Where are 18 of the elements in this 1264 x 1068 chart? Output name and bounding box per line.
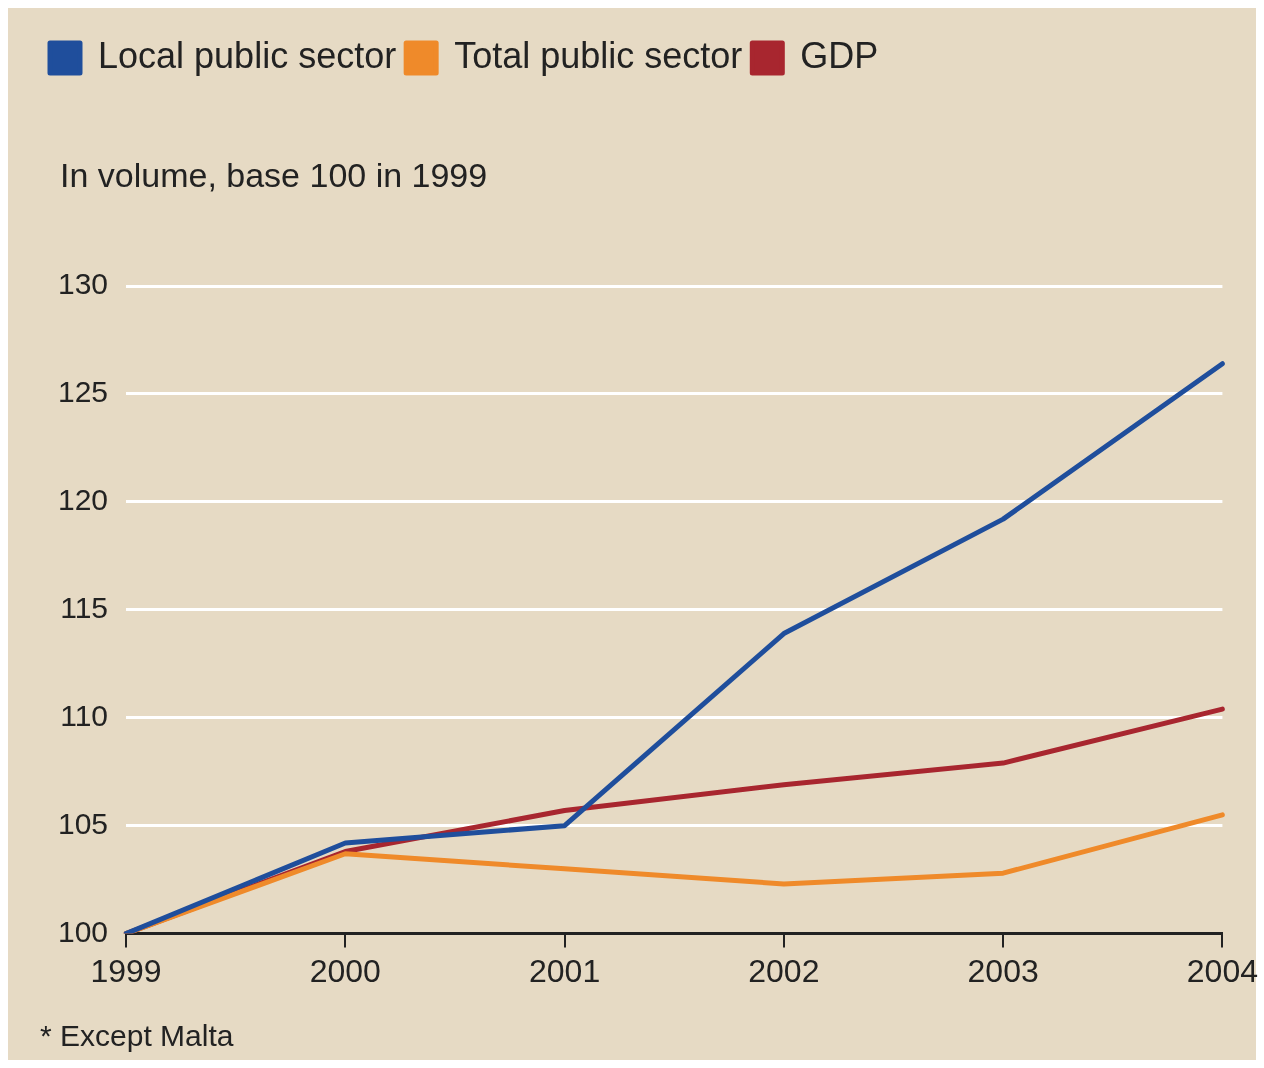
x-tick-label: 2003 [967,952,1039,989]
y-tick-label: 125 [57,375,109,409]
y-axis-title: In volume, base 100 in 1999 [60,156,488,195]
y-tick-label: 105 [57,806,109,840]
y-tick-label: 100 [57,914,109,948]
legend-label: GDP [800,34,879,76]
x-tick-label: 2002 [748,952,820,989]
y-tick-label: 120 [57,483,109,517]
y-tick-label: 130 [57,267,109,301]
legend-label: Total public sector [454,34,743,76]
y-tick-label: 110 [60,699,109,732]
x-tick-label: 2001 [529,952,601,989]
x-tick-label: 2000 [309,952,381,989]
x-tick-label: 2004 [1186,952,1258,989]
text: * Except Malta [40,1019,234,1053]
y-tick-label: 115 [60,591,109,625]
x-tick-label: 1999 [90,952,162,989]
legend-label: Local public sector [98,34,397,76]
